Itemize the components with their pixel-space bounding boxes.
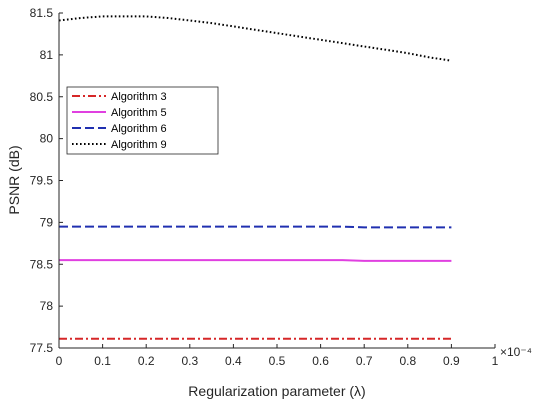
y-tick-label: 80.5 xyxy=(30,90,54,104)
x-tick-label: 0.4 xyxy=(225,354,242,368)
x-tick-label: 0.7 xyxy=(356,354,373,368)
legend-box xyxy=(66,86,219,155)
legend-label: Algorithm 9 xyxy=(111,139,167,151)
legend-label: Algorithm 3 xyxy=(111,91,167,103)
series-line-algorithm-6 xyxy=(59,225,452,229)
x-tick-label: 0.1 xyxy=(94,354,111,368)
series-line-algorithm-9 xyxy=(58,15,452,62)
x-tick-label: 0.6 xyxy=(312,354,329,368)
x-multiplier-label: ×10⁻⁴ xyxy=(500,345,532,359)
y-tick-label: 79.5 xyxy=(30,174,54,188)
legend-label: Algorithm 5 xyxy=(111,107,167,119)
x-tick-label: 0.5 xyxy=(269,354,286,368)
legend-label: Algorithm 6 xyxy=(111,123,167,135)
x-tick-label: 0.8 xyxy=(399,354,416,368)
x-tick-label: 0.2 xyxy=(138,354,155,368)
y-tick-label: 81 xyxy=(40,48,54,62)
y-tick-label: 77.5 xyxy=(30,341,54,355)
y-tick-label: 80 xyxy=(40,132,54,146)
ticks-layer: 0 0.1 0.2 0.3 0.4 0.5 0.6 0.7 0.8 0.9 1 77.5 78 78.5 7… xyxy=(30,6,499,368)
y-tick-label: 79 xyxy=(40,215,54,229)
y-axis-label: PSNR (dB) xyxy=(6,145,22,214)
y-tick-label: 78 xyxy=(40,299,54,313)
x-axis-label: Regularization parameter (λ) xyxy=(188,383,365,399)
x-tick-label: 0.9 xyxy=(443,354,460,368)
x-tick-label: 1 xyxy=(492,354,499,368)
legend: Algorithm 3 Algorithm 5 Algorithm 6 Algorit… xyxy=(66,86,219,155)
x-tick-label: 0 xyxy=(56,354,63,368)
y-tick-label: 81.5 xyxy=(30,6,54,20)
plot-area xyxy=(59,13,495,348)
x-tick-label: 0.3 xyxy=(181,354,198,368)
series-line-algorithm-5 xyxy=(59,259,452,262)
series-layer xyxy=(58,15,452,340)
y-tick-label: 78.5 xyxy=(30,257,54,271)
